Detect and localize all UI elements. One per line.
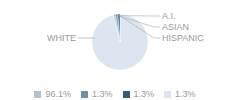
svg-text:HISPANIC: HISPANIC — [162, 33, 204, 43]
html-text:1.3%: 1.3% — [92, 89, 113, 99]
html-text:1.3%: 1.3% — [133, 89, 154, 99]
svg-text:ASIAN: ASIAN — [162, 22, 189, 32]
svg-text:WHITE: WHITE — [47, 33, 76, 43]
html-text:96.1%: 96.1% — [45, 89, 71, 99]
html-text:1.3%: 1.3% — [175, 89, 196, 99]
svg-text:A.I.: A.I. — [162, 11, 176, 21]
